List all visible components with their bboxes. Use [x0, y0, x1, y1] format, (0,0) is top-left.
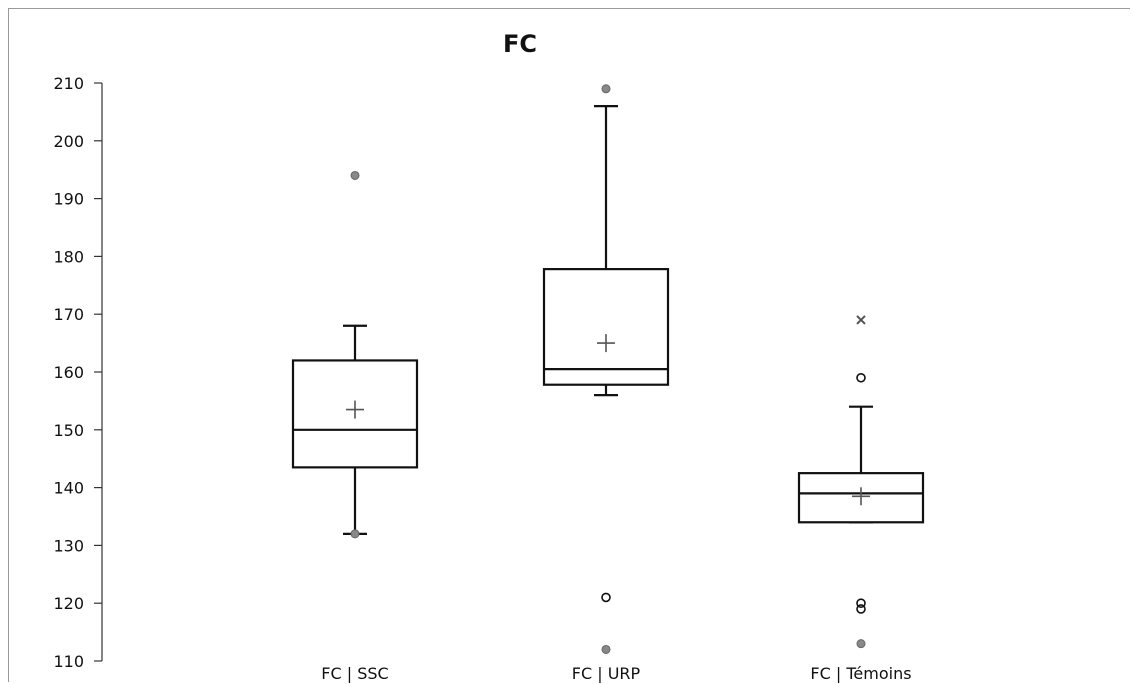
- y-tick-label: 200: [53, 132, 84, 151]
- outlier-point: [350, 529, 360, 539]
- outlier-point: [856, 639, 866, 649]
- box-iqr: [542, 268, 670, 386]
- box-iqr: [797, 472, 925, 524]
- outlier-point: [856, 315, 866, 325]
- outlier-point: [601, 644, 611, 654]
- outlier-point: [856, 598, 866, 609]
- y-tick-label: 150: [53, 421, 84, 440]
- category-label: FC | URP: [572, 664, 641, 683]
- outlier-point: [856, 604, 866, 614]
- y-tick-label: 170: [53, 305, 84, 324]
- outlier-point: [856, 372, 866, 383]
- category-label: FC | SSC: [321, 664, 388, 683]
- y-tick-label: 160: [53, 363, 84, 382]
- chart-title: FC: [502, 30, 537, 58]
- outlier-point: [601, 592, 611, 603]
- y-tick-label: 180: [53, 247, 84, 266]
- outlier-point: [350, 170, 360, 180]
- outlier-point: [601, 84, 611, 94]
- y-tick-label: 130: [53, 536, 84, 555]
- y-tick-label: 190: [53, 190, 84, 209]
- chart-frame: [8, 8, 1130, 682]
- y-tick-label: 120: [53, 594, 84, 613]
- y-tick-label: 210: [53, 74, 84, 93]
- y-tick-label: 110: [53, 652, 84, 671]
- y-tick-label: 140: [53, 479, 84, 498]
- category-label: FC | Témoins: [810, 664, 911, 683]
